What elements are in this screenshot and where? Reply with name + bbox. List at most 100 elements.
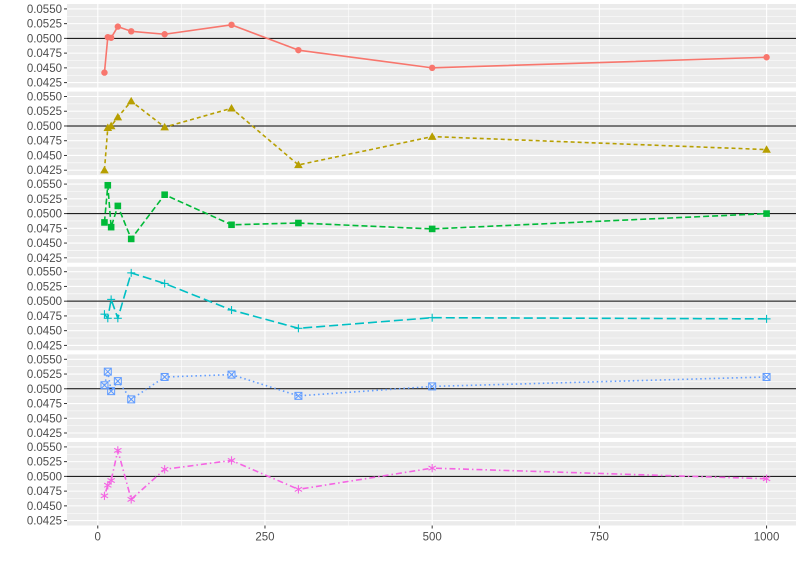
y-tick-label: 0.0500 [27,121,62,133]
data-point [227,103,236,112]
data-point [294,485,303,494]
y-tick-label: 0.0550 [27,4,62,16]
y-tick-label: 0.0475 [27,399,62,411]
y-tick-label: 0.0500 [27,296,62,308]
data-point [428,382,437,391]
series-line [103,272,767,330]
marker-stroke [107,387,116,396]
y-tick-label: 0.0450 [27,150,62,162]
y-tick-label: 0.0425 [27,253,62,265]
data-point [762,474,771,483]
data-point [101,219,108,226]
series-markers [100,96,771,174]
y-tick-label: 0.0450 [27,238,62,250]
y-tick-label: 0.0525 [27,281,62,293]
marker-stroke [428,382,437,391]
y-tick-label: 0.0550 [27,442,62,454]
data-point [113,314,122,323]
data-point [100,165,109,174]
marker-stroke [428,382,437,391]
marker-stroke [227,370,236,379]
data-point [762,372,771,381]
marker-stroke [762,372,771,381]
data-point [160,279,169,288]
y-tick-label: 0.0550 [27,179,62,191]
marker-stroke [100,493,109,499]
y-tick-label: 0.0550 [27,91,62,103]
marker-stroke [160,466,169,472]
y-tick-label: 0.0475 [27,311,62,323]
data-point [127,268,136,277]
data-point [762,314,771,323]
marker-stroke [103,367,112,376]
facet-panel: 0.0425 0.0450 0.0475 0.0500 0.0525 0.0550 [27,4,796,90]
y-tick-label: 0.0450 [27,501,62,513]
data-point [127,495,136,504]
data-point [428,64,436,72]
data-point [161,31,168,38]
x-tick-label: 1000 [754,532,780,544]
data-point [104,181,112,189]
data-point [295,219,302,227]
marker-stroke [227,370,236,379]
x-tick-label: 250 [255,532,274,544]
marker-stroke [160,373,169,381]
marker-stroke [113,377,122,385]
data-point [160,465,169,474]
data-point [127,395,136,404]
marker-stroke [107,387,115,395]
marker-stroke [103,367,112,376]
marker-stroke [294,392,303,400]
data-point [160,372,169,381]
data-point [100,491,109,501]
data-point [294,391,303,400]
y-tick-label: 0.0450 [27,326,62,338]
data-point [100,310,109,319]
x-tick-label: 750 [590,532,609,544]
data-point [107,295,116,304]
marker-stroke [160,372,169,381]
facet-panel: 0.0425 0.0450 0.0475 0.0500 0.0525 0.0550 0 250… [27,442,796,544]
data-point [428,463,437,473]
data-point [127,235,135,243]
series-markers [100,268,771,333]
y-tick-label: 0.0475 [27,486,62,498]
facet-panel: 0.0425 0.0450 0.0475 0.0500 0.0525 0.0550 [27,267,796,352]
data-point [428,225,436,233]
y-tick-label: 0.0475 [27,136,62,148]
data-point [106,121,116,130]
y-tick-label: 0.0450 [27,63,62,75]
marker-stroke [127,395,136,404]
series-line [103,449,767,501]
data-point [103,367,112,376]
data-point [227,370,236,379]
y-tick-label: 0.0550 [27,267,62,279]
data-point [101,69,108,76]
marker-stroke [113,377,122,386]
data-point [228,221,235,229]
x-tick-label: 500 [423,532,442,544]
y-tick-label: 0.0500 [27,209,62,221]
y-tick-label: 0.0500 [27,384,62,396]
series-markers [100,367,771,404]
y-tick-label: 0.0425 [27,165,62,177]
series-line [103,370,767,401]
y-tick-label: 0.0475 [27,48,62,60]
y-tick-label: 0.0500 [27,33,62,45]
data-point [228,21,235,29]
y-tick-label: 0.0475 [27,223,62,235]
y-tick-label: 0.0450 [27,413,62,425]
marker-stroke [107,477,116,484]
marker-stroke [127,496,136,502]
y-tick-label: 0.0500 [27,471,62,483]
y-tick-label: 0.0525 [27,19,62,31]
data-point [100,381,109,390]
data-point [427,132,437,140]
x-tick-label: 0 [95,532,101,544]
facet-panel: 0.0425 0.0450 0.0475 0.0500 0.0525 0.0550 [27,354,796,440]
data-point [160,122,169,131]
data-point [161,191,168,199]
y-tick-label: 0.0525 [27,106,62,118]
data-point [103,314,112,323]
